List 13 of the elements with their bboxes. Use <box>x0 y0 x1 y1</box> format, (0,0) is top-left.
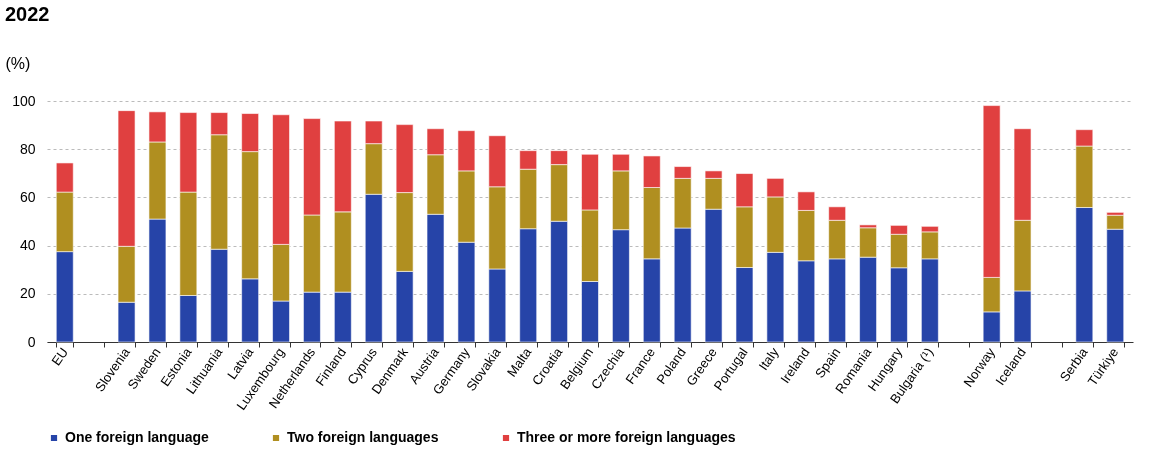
y-axis-title: (%) <box>5 54 31 72</box>
y-tick-label: 80 <box>19 140 36 157</box>
y-tick-label: 40 <box>19 237 36 254</box>
y-tick-label: 60 <box>19 188 36 205</box>
legend-label: Two foreign languages <box>287 429 439 445</box>
y-tick-label: 0 <box>27 333 36 350</box>
y-tick-label: 20 <box>19 285 36 302</box>
legend-label: One foreign language <box>65 429 210 445</box>
legend-label: Three or more foreign languages <box>517 429 736 445</box>
chart-title: 2022 <box>5 3 50 25</box>
x-tick-label: Italy <box>755 344 782 374</box>
x-tick-label: EU <box>48 344 71 369</box>
y-tick-label: 100 <box>12 92 36 109</box>
